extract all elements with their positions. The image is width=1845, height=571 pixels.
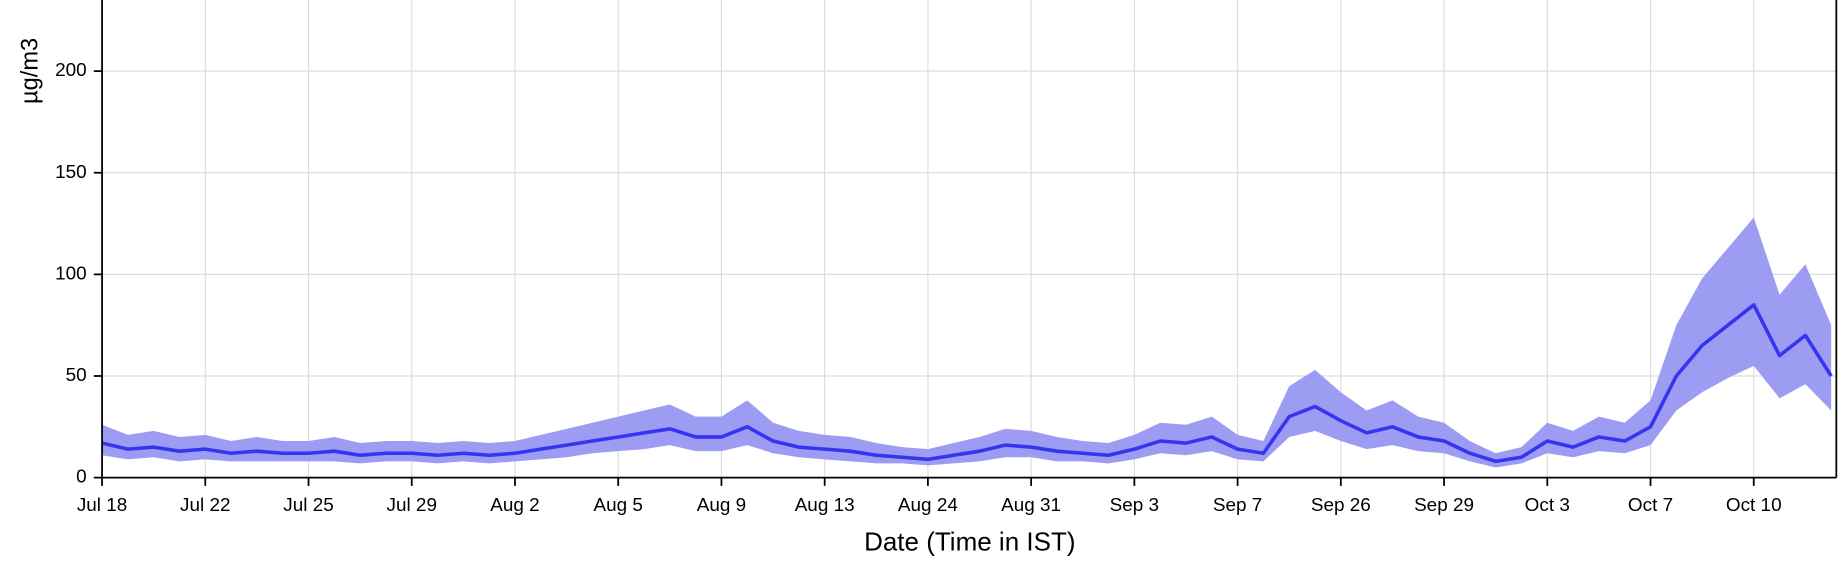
x-tick-label: Jul 18 [77,495,127,516]
x-tick-label: Sep 3 [1110,495,1159,516]
y-axis-label: µg/m3 [17,38,43,104]
x-tick-label: Sep 26 [1311,495,1371,516]
x-tick-label: Aug 5 [594,495,643,516]
x-tick-label: Sep 29 [1414,495,1474,516]
x-tick-label: Aug 31 [1001,495,1061,516]
y-tick-label: 50 [66,365,87,386]
x-tick-label: Oct 10 [1726,495,1782,516]
y-tick-label: 200 [55,60,87,81]
x-tick-label: Aug 2 [490,495,539,516]
data-line [101,303,1833,464]
y-tick-label: 100 [55,263,87,284]
x-tick-label: Sep 7 [1213,495,1262,516]
x-tick-label: Aug 24 [898,495,958,516]
x-tick-label: Jul 29 [387,495,437,516]
x-tick-label: Jul 25 [283,495,333,516]
y-tick-label: 0 [76,467,87,488]
x-tick-label: Oct 7 [1628,495,1673,516]
confidence-band [102,217,1832,468]
x-tick-label: Aug 13 [795,495,855,516]
x-tick-label: Oct 3 [1525,495,1570,516]
x-tick-label: Jul 22 [180,495,230,516]
x-tick-label: Aug 9 [697,495,746,516]
x-axis-label: Date (Time in IST) [864,527,1075,557]
y-tick-label: 150 [55,162,87,183]
